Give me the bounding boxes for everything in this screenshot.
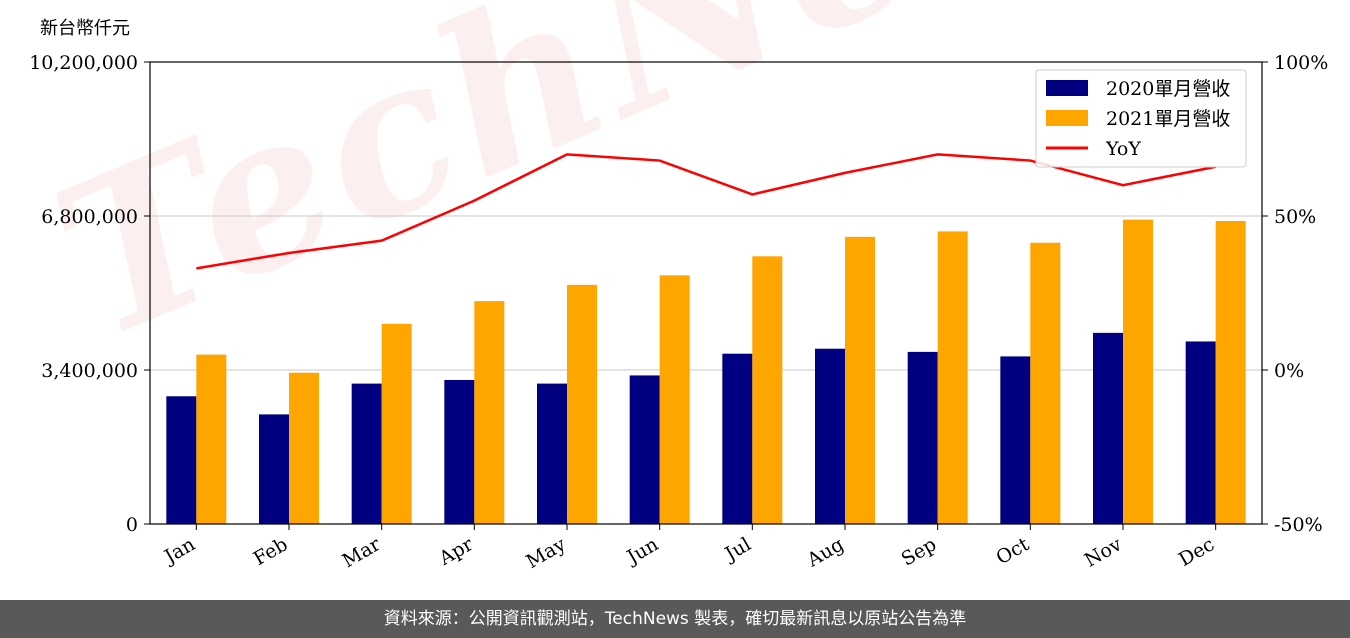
x-tick-label: Nov xyxy=(1081,533,1126,572)
left-tick-label: 6,800,000 xyxy=(41,206,138,228)
x-tick-label: Sep xyxy=(898,533,941,570)
bar-2020-sep xyxy=(907,351,938,524)
x-tick-label: Feb xyxy=(250,533,292,570)
bar-2020-oct xyxy=(1000,356,1031,524)
left-tick-label: 3,400,000 xyxy=(41,360,138,382)
x-tick-label: May xyxy=(523,533,570,573)
bar-2021-oct xyxy=(1030,242,1061,525)
right-tick-label: -50% xyxy=(1274,514,1323,536)
x-tick-label: Jun xyxy=(622,533,663,569)
legend-label: YoY xyxy=(1105,138,1141,160)
bar-2021-dec xyxy=(1215,220,1246,524)
x-tick-label: Jul xyxy=(720,533,755,566)
x-tick-label: Apr xyxy=(435,533,478,570)
bar-2020-jul xyxy=(722,353,753,524)
bar-2021-jan xyxy=(196,354,227,524)
x-tick-label: Jan xyxy=(159,533,199,569)
bar-2021-jun xyxy=(659,275,690,524)
bar-2021-jul xyxy=(752,256,783,524)
right-tick-label: 0% xyxy=(1274,360,1304,382)
bar-2020-apr xyxy=(444,379,475,524)
bar-2020-may xyxy=(537,383,567,524)
bar-2021-feb xyxy=(289,372,319,524)
bar-2021-may xyxy=(567,284,597,524)
y-axis-unit-label: 新台幣仟元 xyxy=(40,18,130,39)
bar-2021-aug xyxy=(845,236,875,524)
bar-2020-feb xyxy=(259,414,289,524)
legend-swatch xyxy=(1046,80,1088,96)
bar-2020-nov xyxy=(1093,332,1123,524)
plot-frame xyxy=(149,61,1263,525)
right-tick-label: 100% xyxy=(1274,52,1328,74)
x-tick-label: Aug xyxy=(803,533,848,572)
left-tick-label: 0 xyxy=(126,514,138,536)
x-tick-label: Oct xyxy=(993,533,1034,569)
bar-2020-dec xyxy=(1185,341,1216,524)
source-footer: 資料來源：公開資訊觀測站，TechNews 製表，確切最新訊息以原站公告為準 xyxy=(0,600,1350,638)
x-tick-label: Dec xyxy=(1175,533,1218,571)
legend-box xyxy=(1035,69,1247,168)
chart-area: TechNews 新台幣仟元 0 3,400,000 6,800,000 10,200… xyxy=(23,0,1328,573)
bar-2021-sep xyxy=(937,231,968,524)
bar-2021-nov xyxy=(1123,219,1153,524)
bar-2020-jun xyxy=(629,375,660,524)
bar-2020-jan xyxy=(166,396,197,524)
left-tick-label: 10,200,000 xyxy=(29,52,138,74)
x-tick-label: Mar xyxy=(339,533,385,572)
legend-label: 2020單月營收 xyxy=(1106,78,1230,100)
legend-label: 2021單月營收 xyxy=(1106,108,1230,130)
bar-2020-mar xyxy=(351,383,382,524)
right-tick-label: 50% xyxy=(1274,206,1316,228)
yoy-line xyxy=(196,153,1216,270)
legend-swatch xyxy=(1046,110,1088,126)
revenue-chart: 0 3,400,000 6,800,000 10,200,000 -50% 0% 50% 10… xyxy=(29,52,1328,573)
bar-2021-apr xyxy=(474,301,505,524)
bar-2021-mar xyxy=(381,323,412,524)
bar-2020-aug xyxy=(815,348,845,524)
